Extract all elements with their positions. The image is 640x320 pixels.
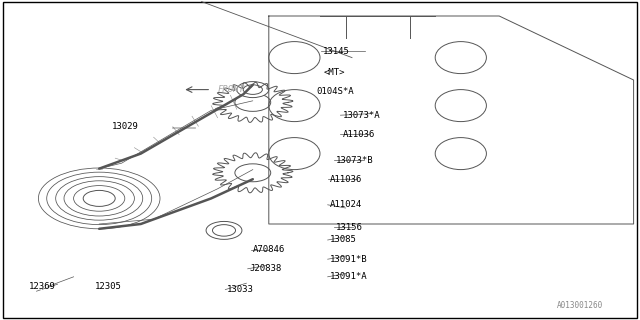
Text: 12369: 12369	[29, 282, 56, 291]
Text: J20838: J20838	[250, 264, 282, 273]
Text: A11024: A11024	[330, 200, 362, 209]
Text: A70846: A70846	[253, 245, 285, 254]
Text: 13085: 13085	[330, 236, 356, 244]
Text: 13073*A: 13073*A	[342, 111, 380, 120]
Text: 0104S*A: 0104S*A	[317, 87, 355, 96]
Text: 13033: 13033	[227, 285, 254, 294]
Text: A11036: A11036	[330, 175, 362, 184]
Text: A013001260: A013001260	[557, 301, 603, 310]
Text: A11036: A11036	[342, 130, 374, 139]
Text: 13029: 13029	[112, 122, 139, 131]
Text: FRONT: FRONT	[218, 85, 244, 94]
Circle shape	[237, 82, 269, 98]
Text: 13091*A: 13091*A	[330, 272, 367, 281]
Text: <MT>: <MT>	[323, 68, 345, 76]
Circle shape	[206, 221, 242, 239]
Text: 13156: 13156	[336, 223, 363, 232]
Text: 13145: 13145	[323, 47, 350, 56]
Text: 13091*B: 13091*B	[330, 255, 367, 264]
Text: 12305: 12305	[95, 282, 122, 291]
Text: 13073*B: 13073*B	[336, 156, 374, 164]
